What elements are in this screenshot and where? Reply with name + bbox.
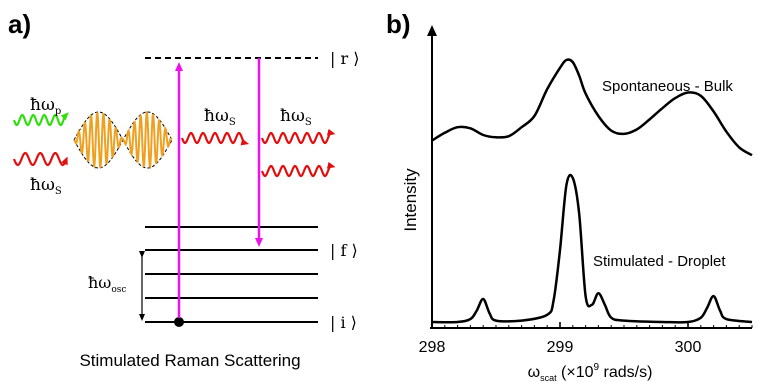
- stimulated-label: Stimulated - Droplet: [593, 253, 726, 270]
- y-axis-label: Intensity: [401, 168, 420, 232]
- wavepacket-carrier: [73, 110, 173, 170]
- omega-osc-label: ħωosc: [88, 273, 126, 295]
- omega-p-label: ħωp: [30, 95, 61, 117]
- spontaneous-label: Spontaneous - Bulk: [602, 78, 733, 95]
- panel-a: a) | r ⟩ | f ⟩ | i ⟩ ħωosc ħωp ħωS: [8, 9, 359, 370]
- omega-s-mid-label: ħωS: [204, 106, 236, 128]
- panel-b-tag: b): [386, 9, 411, 39]
- state-i-label: | i ⟩: [330, 313, 357, 332]
- x-ticks: 298 299 300: [419, 322, 753, 356]
- stokes-input-wave: [12, 151, 68, 167]
- x-axis-label: ωscat (×109 rads/s): [528, 362, 653, 382]
- panel-a-tag: a): [8, 9, 31, 39]
- x-tick-label: 299: [547, 339, 574, 356]
- omega-s-out-label: ħωS: [280, 106, 312, 128]
- panel-b: b) 298 299 300 Intensity ωscat (×109 rads/…: [386, 9, 753, 382]
- omega-s-in-label: ħωS: [30, 175, 62, 197]
- stokes-mid-wave: [180, 131, 250, 146]
- stokes-output-wave: [260, 161, 336, 178]
- series-spontaneous-line: [431, 58, 753, 157]
- x-tick-label: 300: [675, 339, 702, 356]
- state-f-label: | f ⟩: [330, 241, 358, 260]
- ground-state-dot: [174, 317, 184, 327]
- panel-a-caption: Stimulated Raman Scattering: [79, 351, 300, 370]
- state-r-label: | r ⟩: [330, 49, 359, 68]
- pump-wave: [12, 112, 69, 127]
- x-tick-label: 298: [419, 339, 446, 356]
- stokes-output-wave: [260, 128, 336, 145]
- series-stimulated-line: [431, 173, 753, 324]
